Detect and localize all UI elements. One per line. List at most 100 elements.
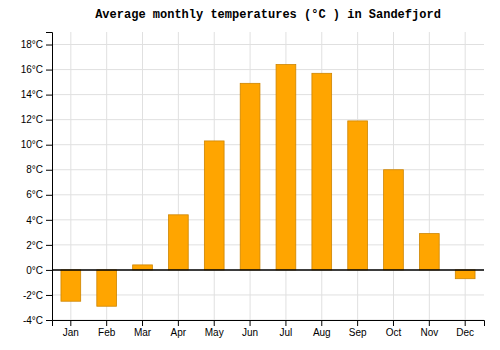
y-grid-line: [52, 44, 484, 45]
bar: [61, 270, 81, 301]
y-tick-mark: [46, 245, 52, 246]
x-tick-label: Jul: [280, 327, 293, 338]
x-tick: Jul: [280, 320, 293, 338]
y-grid-line: [52, 119, 484, 120]
y-tick-label: 18°C: [21, 39, 43, 50]
y-tick-mark: [46, 295, 52, 296]
x-tick-label: Jun: [242, 327, 258, 338]
x-tick-mark: [142, 320, 143, 326]
y-tick: -2°C: [23, 290, 52, 301]
x-tick-mark: [178, 320, 179, 326]
y-axis: -4°C -2°C 0°C 2°C 4°C 6°C 8°C 10°C 12°C 14°C 16°C 1…: [21, 33, 53, 326]
x-tick: Feb: [98, 320, 116, 338]
x-tick-mark: [429, 320, 430, 326]
y-grid-line: [52, 219, 484, 220]
x-tick-mark: [70, 320, 71, 326]
bar: [240, 83, 260, 270]
zero-line: [52, 269, 484, 271]
bar: [169, 215, 189, 270]
x-tick: Dec: [456, 320, 474, 338]
x-tick: Nov: [420, 320, 438, 338]
chart: Average monthly temperatures (°C ) in Sa…: [0, 0, 500, 350]
x-grid-line: [178, 32, 179, 320]
y-tick: 14°C: [21, 89, 52, 100]
y-tick: 4°C: [26, 215, 52, 226]
x-axis: Jan Feb Mar Apr May Jun Jul Aug Sep Oct Nov Dec: [53, 320, 485, 338]
y-tick: 0°C: [26, 265, 52, 276]
y-tick-mark: [46, 195, 52, 196]
y-tick-label: 0°C: [26, 265, 43, 276]
x-tick: Jun: [242, 320, 258, 338]
x-tick-label: Oct: [386, 327, 402, 338]
x-tick-mark: [250, 320, 251, 326]
y-tick-label: -4°C: [23, 315, 43, 326]
x-tick: Apr: [171, 320, 187, 338]
bar: [348, 121, 368, 270]
y-tick-mark: [46, 145, 52, 146]
y-tick: 12°C: [21, 114, 52, 125]
x-tick-mark: [321, 320, 322, 326]
plot: -4°C -2°C 0°C 2°C 4°C 6°C 8°C 10°C 12°C 14°C 16°C 1…: [21, 32, 485, 338]
x-tick-label: Dec: [456, 327, 474, 338]
bar: [133, 265, 153, 270]
x-tick-label: May: [205, 327, 224, 338]
bar: [455, 270, 475, 279]
y-tick: -4°C: [23, 315, 52, 326]
y-tick: 18°C: [21, 39, 52, 50]
x-tick: Sep: [349, 320, 367, 338]
y-tick-label: 10°C: [21, 139, 43, 150]
y-tick-mark: [46, 120, 52, 121]
y-tick-label: 6°C: [26, 189, 43, 200]
y-tick: 10°C: [21, 139, 52, 150]
y-tick: 8°C: [26, 164, 52, 175]
y-tick-label: -2°C: [23, 290, 43, 301]
x-tick-mark: [465, 320, 466, 326]
x-tick-label: Aug: [313, 327, 331, 338]
x-tick-mark: [285, 320, 286, 326]
y-tick-mark: [46, 270, 52, 271]
y-tick-label: 12°C: [21, 114, 43, 125]
bar: [419, 234, 439, 270]
y-grid-line: [52, 69, 484, 70]
x-tick-mark: [106, 320, 107, 326]
y-grid-line: [52, 194, 484, 195]
x-tick-label: Jan: [63, 327, 79, 338]
bar: [276, 65, 296, 270]
y-axis-line: [46, 33, 53, 321]
y-tick: 6°C: [26, 189, 52, 200]
y-tick-mark: [46, 70, 52, 71]
title: Average monthly temperatures (°C ) in Sa…: [95, 8, 441, 22]
y-grid-line: [52, 94, 484, 95]
x-tick-mark: [214, 320, 215, 326]
y-tick-mark: [46, 170, 52, 171]
bar: [97, 270, 117, 306]
y-tick-label: 14°C: [21, 89, 43, 100]
bar: [204, 141, 224, 270]
x-tick-mark: [393, 320, 394, 326]
bar: [384, 170, 404, 270]
x-tick: Jan: [63, 320, 79, 338]
x-tick-label: Feb: [98, 327, 116, 338]
x-tick-label: Apr: [171, 327, 187, 338]
x-tick: Aug: [313, 320, 331, 338]
x-tick: May: [205, 320, 224, 338]
x-tick: Oct: [386, 320, 402, 338]
x-tick-label: Mar: [134, 327, 152, 338]
y-tick-label: 8°C: [26, 164, 43, 175]
y-tick-mark: [46, 220, 52, 221]
x-grid-line: [142, 32, 143, 320]
y-tick: 16°C: [21, 64, 52, 75]
x-tick: Mar: [134, 320, 152, 338]
y-tick: 2°C: [26, 240, 52, 251]
x-axis-line: [53, 321, 485, 327]
x-tick-label: Nov: [420, 327, 438, 338]
grid: [52, 32, 484, 320]
y-tick-label: 4°C: [26, 215, 43, 226]
y-tick-label: 2°C: [26, 240, 43, 251]
y-tick-mark: [46, 45, 52, 46]
x-tick-mark: [357, 320, 358, 326]
y-grid-line: [52, 169, 484, 170]
y-tick-mark: [46, 95, 52, 96]
y-grid-line: [52, 269, 484, 270]
x-tick-label: Sep: [349, 327, 367, 338]
